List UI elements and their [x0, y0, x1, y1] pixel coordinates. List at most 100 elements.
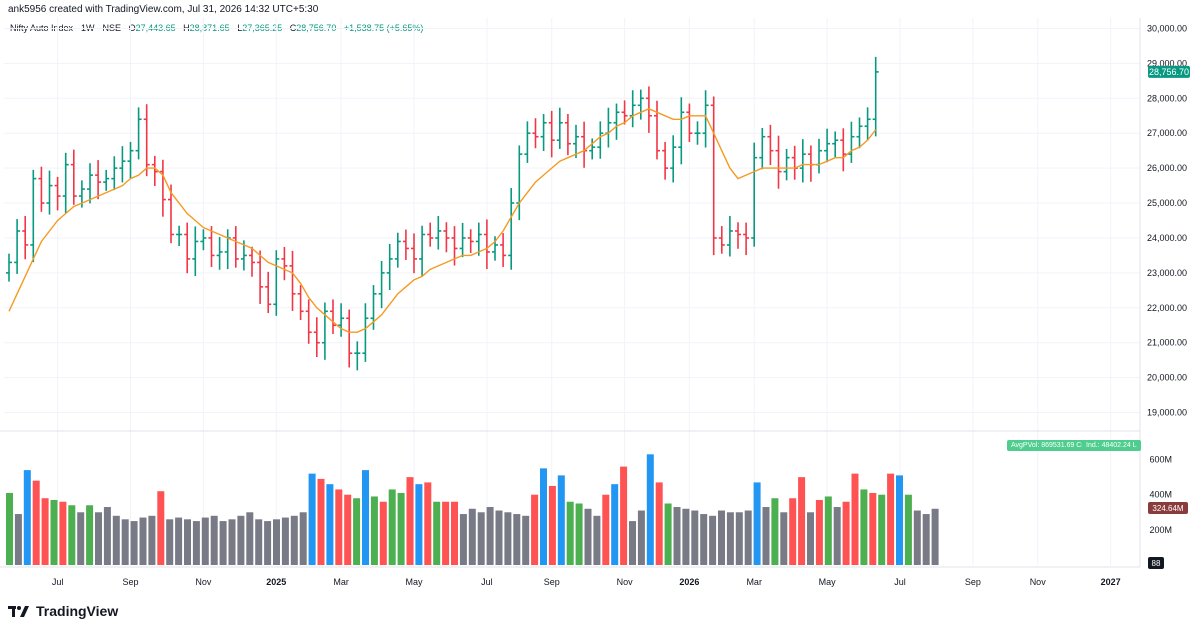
volume-bar	[112, 515, 120, 565]
y-tick-label: 23,000.00	[1147, 268, 1187, 278]
volume-bar	[23, 470, 31, 565]
volume-bar	[201, 517, 209, 565]
volume-bar	[406, 477, 414, 565]
volume-bar	[237, 515, 245, 565]
volume-bar	[922, 514, 930, 565]
volume-bar	[896, 475, 903, 565]
volume-bar	[780, 512, 788, 565]
volume-bar	[646, 454, 654, 565]
volume-bar	[842, 501, 850, 565]
x-tick-label: Jul	[894, 577, 906, 587]
y-tick-label: 21,000.00	[1147, 338, 1187, 348]
volume-bar	[157, 491, 165, 565]
x-tick-label: Sep	[544, 577, 560, 587]
chart-attribution: ank5956 created with TradingView.com, Ju…	[8, 4, 319, 15]
brand-name: TradingView	[36, 603, 119, 619]
volume-bar	[504, 512, 512, 565]
volume-bar	[477, 512, 485, 565]
volume-bar	[602, 494, 610, 565]
volume-tick-label: 200M	[1149, 525, 1172, 535]
volume-bar	[192, 521, 200, 565]
volume-bar	[299, 512, 307, 565]
volume-bar	[762, 507, 770, 565]
y-tick-label: 28,000.00	[1147, 93, 1187, 103]
moving-average-line	[8, 108, 877, 333]
volume-bar	[59, 501, 67, 565]
volume-bar	[735, 512, 743, 565]
volume-bar	[629, 521, 636, 565]
volume-bar	[397, 492, 405, 565]
volume-bar	[486, 507, 494, 565]
volume-bar	[95, 512, 102, 565]
volume-bar	[655, 482, 663, 565]
volume-bar	[468, 508, 476, 565]
volume-bar	[860, 489, 868, 565]
tradingview-logo[interactable]: TradingView	[8, 603, 118, 619]
volume-bar	[14, 514, 22, 565]
last-volume-label: 324.64M	[1152, 504, 1183, 513]
volume-bar	[459, 514, 467, 565]
x-tick-label: 2026	[679, 577, 699, 587]
volume-bar	[664, 503, 672, 565]
x-tick-label: 2025	[266, 577, 286, 587]
volume-bar	[415, 484, 423, 565]
volume-bar	[887, 473, 895, 565]
volume-bar	[290, 515, 298, 565]
volume-bar	[611, 484, 619, 565]
volume-bar	[744, 510, 752, 565]
avg-volume-badge: AvgPVol: 869531.69 Cr	[1007, 440, 1088, 451]
x-tick-label: Jul	[52, 577, 64, 587]
volume-bar	[50, 499, 58, 565]
tradingview-logo-icon	[8, 606, 29, 617]
volume-bar	[6, 492, 13, 565]
volume-bar	[913, 510, 921, 565]
volume-bar	[451, 501, 458, 565]
volume-bar	[370, 496, 378, 565]
volume-bar	[789, 498, 797, 565]
volume-bar	[904, 494, 912, 565]
x-tick-label: Sep	[122, 577, 138, 587]
volume-bar	[513, 514, 521, 565]
y-tick-label: 20,000.00	[1147, 373, 1187, 383]
volume-bar	[726, 512, 734, 565]
volume-bar	[264, 521, 272, 565]
volume-bar	[246, 512, 254, 565]
volume-tick-label: 600M	[1149, 455, 1172, 465]
volume-bar	[753, 482, 761, 565]
volume-bar	[833, 507, 841, 565]
volume-bar	[86, 505, 94, 565]
volume-bar	[815, 499, 823, 565]
volume-bar	[673, 507, 681, 565]
volume-bar	[335, 489, 343, 565]
x-tick-label: 2027	[1101, 577, 1121, 587]
volume-bar	[130, 521, 138, 565]
volume-bar	[433, 501, 441, 565]
volume-bar	[869, 492, 877, 565]
volume-bar	[317, 478, 325, 565]
volume-bar	[184, 519, 191, 565]
volume-bar	[139, 517, 147, 565]
volume-bar	[540, 468, 547, 565]
y-tick-label: 26,000.00	[1147, 163, 1187, 173]
last-price-label: 28,756.70	[1149, 67, 1189, 77]
volume-bar	[548, 485, 556, 565]
volume-bar	[682, 508, 690, 565]
volume-bar	[77, 512, 85, 565]
volume-bar	[620, 466, 628, 565]
x-tick-label: May	[819, 577, 837, 587]
x-tick-label: Mar	[746, 577, 762, 587]
volume-bar	[878, 494, 886, 565]
volume-bar	[210, 515, 218, 565]
volume-bar	[771, 498, 779, 565]
volume-bar	[709, 515, 717, 565]
last-volume-badge	[1148, 501, 1188, 514]
volume-bar	[175, 517, 183, 565]
volume-bar	[273, 519, 280, 565]
volume-bar	[931, 508, 939, 565]
volume-bar	[495, 510, 503, 565]
volume-bar	[798, 477, 806, 565]
volume-bar	[557, 475, 565, 565]
last-price-badge	[1148, 65, 1190, 78]
volume-bar	[442, 501, 450, 565]
